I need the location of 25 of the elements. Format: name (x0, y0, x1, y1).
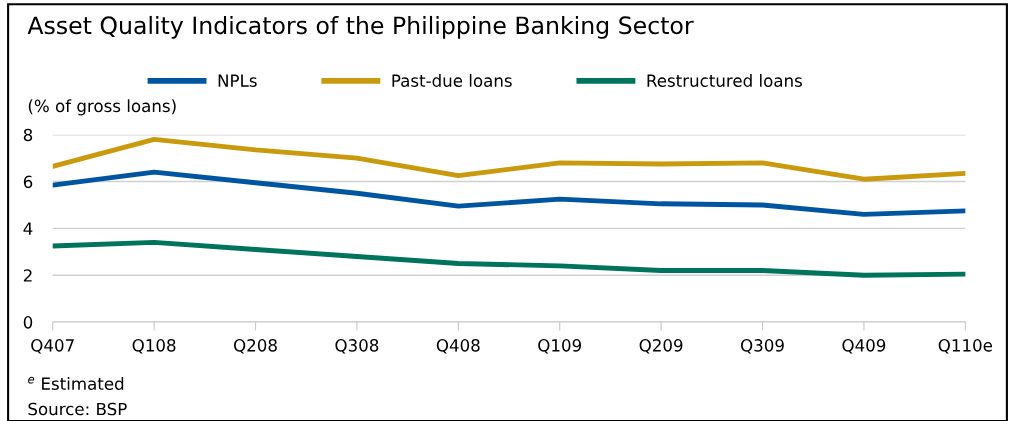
legend-label: NPLs (218, 74, 257, 87)
line-series (52, 169, 966, 217)
x-tick-label: Q308 (335, 339, 379, 354)
x-tick-label: Q408 (436, 339, 480, 354)
y-tick-label: 8 (23, 128, 33, 142)
x-tick-label: Q209 (639, 339, 683, 354)
x-tick-label: Q110e (938, 339, 993, 354)
y-tick-label: 4 (23, 222, 33, 235)
line-series (52, 240, 966, 278)
x-tick-label: Q208 (234, 339, 277, 354)
source-note: Source: BSP (28, 402, 127, 416)
legend-label: Past-due loans (392, 74, 512, 87)
text: $^{e}$ Estimated (28, 376, 124, 390)
y-axis-title: (% of gross loans) (28, 99, 176, 116)
y-tick-label: 0 (23, 316, 33, 329)
x-tick-label: Q109 (538, 339, 582, 354)
x-tick-label: Q409 (842, 339, 886, 354)
x-tick-label: Q309 (741, 339, 784, 354)
x-tick-label: Q407 (31, 339, 74, 354)
chart-title: Asset Quality Indicators of the Philippine Banking Sector (27, 15, 694, 39)
y-tick-label: 6 (23, 175, 33, 189)
y-tick-label: 2 (23, 269, 32, 282)
x-tick-label: Q108 (132, 339, 176, 354)
legend-label: Restructured loans (647, 74, 802, 87)
line-series (52, 136, 966, 182)
